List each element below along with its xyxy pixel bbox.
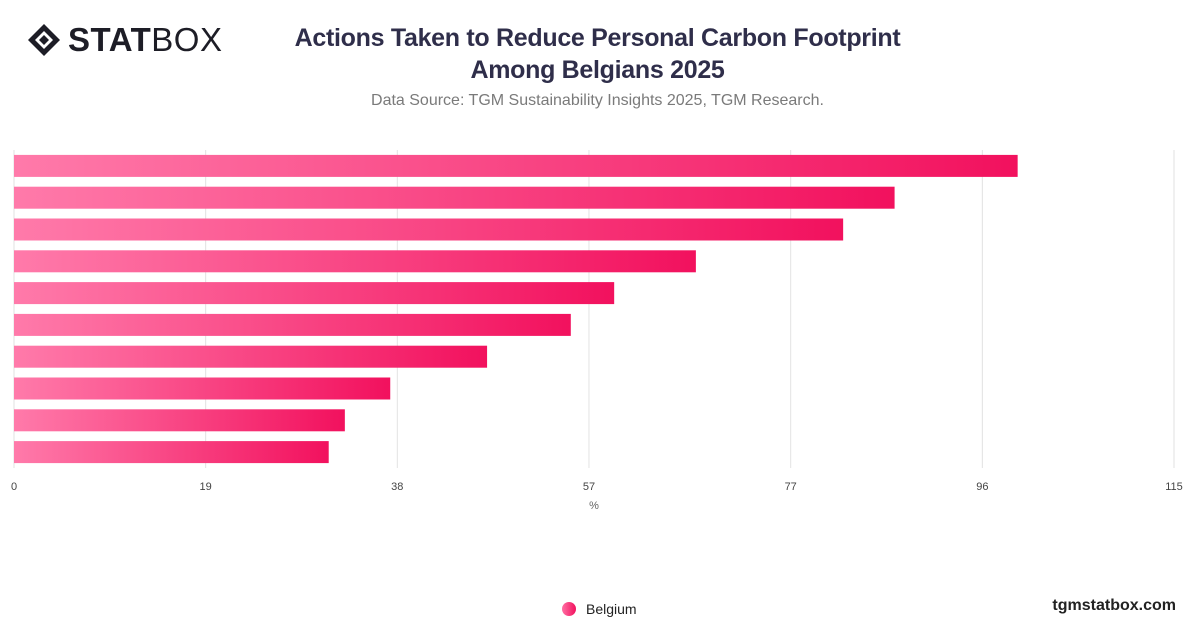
bar-1[interactable] (14, 154, 1018, 177)
bar-2[interactable] (14, 186, 895, 209)
legend-swatch-belgium (562, 602, 576, 616)
logo-text: STATBOX (68, 20, 222, 60)
logo-text-regular: BOX (151, 21, 223, 58)
bar-4[interactable] (14, 250, 696, 273)
x-tick-label: 77 (785, 481, 797, 493)
bar-8[interactable] (14, 377, 391, 400)
bar-9[interactable] (14, 409, 345, 432)
logo-text-bold: STAT (68, 21, 152, 58)
chart-title-line-1: Actions Taken to Reduce Personal Carbon … (294, 24, 901, 52)
x-tick-label: 38 (391, 481, 403, 493)
bar-5[interactable] (14, 282, 615, 305)
x-tick-label: 96 (976, 481, 988, 493)
chart-title: Actions Taken to Reduce Personal Carbon … (240, 22, 955, 86)
bar-7[interactable] (14, 345, 488, 368)
x-axis-label: % (589, 500, 599, 512)
x-axis-ticks: 0 19 38 57 77 96 115 (11, 481, 1183, 493)
bar-6[interactable] (14, 313, 571, 336)
chart-subtitle: Data Source: TGM Sustainability Insights… (371, 92, 824, 109)
legend[interactable]: Belgium (562, 601, 637, 617)
footer-brand: tgmstatbox.com (1052, 597, 1176, 614)
bar-10[interactable] (14, 441, 329, 464)
x-tick-label: 115 (1165, 481, 1183, 493)
bars (14, 154, 1018, 464)
legend-label-belgium: Belgium (586, 601, 637, 617)
statbox-diamond-icon (28, 24, 60, 56)
chart-title-line-2: Among Belgians 2025 (470, 56, 725, 84)
x-tick-label: 0 (11, 481, 17, 493)
x-tick-label: 19 (200, 481, 212, 493)
statbox-logo: STATBOX (26, 20, 222, 60)
x-tick-label: 57 (583, 481, 595, 493)
bar-3[interactable] (14, 218, 844, 241)
